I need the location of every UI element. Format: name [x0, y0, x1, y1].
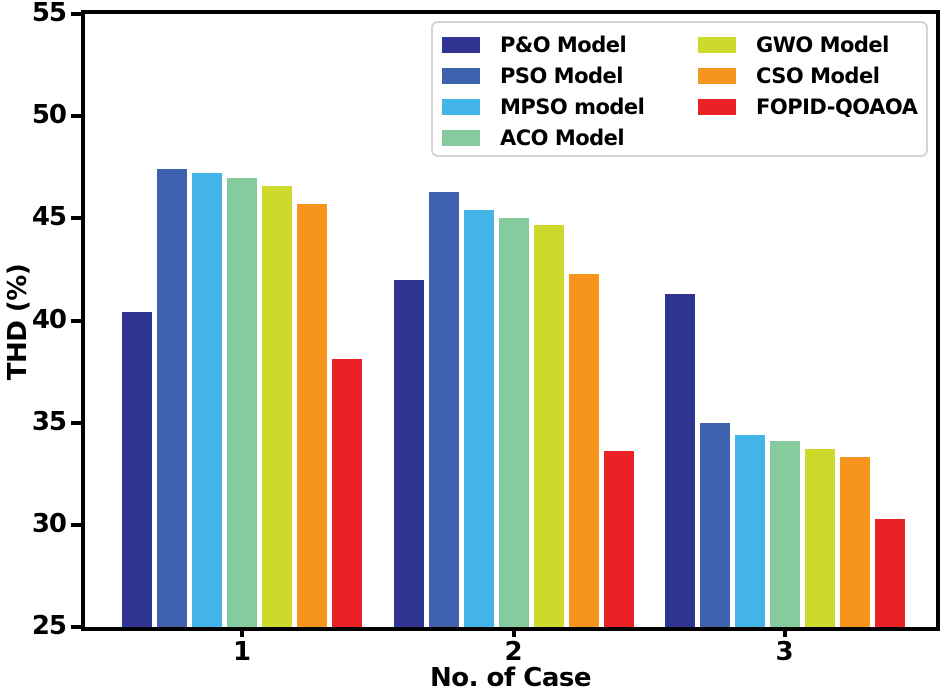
legend-swatch-gwo-model: [698, 36, 736, 53]
legend-swatch-fopid-qoaoa: [698, 98, 736, 115]
legend-label-fopid-qoaoa: FOPID-QOAOA: [756, 94, 918, 119]
legend-swatch-cso-model: [698, 67, 736, 84]
bar-pso-model-case-1: [157, 169, 187, 627]
legend-label-p-o-model: P&O Model: [500, 32, 627, 57]
legend-swatch-mpso-model: [442, 98, 480, 115]
bar-pso-model-case-3: [699, 422, 730, 627]
x-tick-mark-3: [782, 627, 787, 637]
legend-column-1: P&O Model PSO Model MPSO model ACO Model: [442, 29, 698, 155]
y-tick-mark-40: [71, 318, 81, 323]
y-tick-mark-35: [71, 420, 81, 425]
legend-label-cso-model: CSO Model: [756, 63, 880, 88]
bar-cso-model-case-1: [297, 204, 327, 627]
bar-mpso-model-case-2: [463, 210, 494, 627]
legend-label-pso-model: PSO Model: [500, 63, 623, 88]
bar-p-o-model-case-1: [122, 312, 152, 627]
bar-pso-model-case-2: [428, 191, 459, 627]
y-tick-label-25: 25: [31, 611, 67, 641]
legend: P&O Model PSO Model MPSO model ACO Model GW…: [431, 21, 928, 157]
x-tick-mark-1: [240, 627, 244, 637]
y-tick-mark-25: [71, 625, 81, 629]
legend-item-fopid-qoaoa: FOPID-QOAOA: [698, 91, 918, 122]
bar-mpso-model-case-3: [734, 434, 765, 627]
bar-cso-model-case-2: [568, 273, 599, 627]
bar-aco-model-case-3: [769, 441, 800, 627]
y-tick-label-35: 35: [31, 406, 67, 437]
legend-item-aco-model: ACO Model: [442, 122, 698, 153]
x-axis-label: No. of Case: [429, 663, 592, 693]
bar-gwo-model-case-3: [804, 449, 835, 627]
x-tick-label-3: 3: [775, 637, 794, 667]
legend-swatch-aco-model: [442, 129, 480, 146]
x-tick-label-1: 1: [232, 637, 252, 667]
legend-swatch-p-o-model: [442, 36, 480, 53]
legend-column-2: GWO Model CSO Model FOPID-QOAOA: [698, 29, 918, 155]
y-tick-mark-30: [71, 522, 81, 527]
bar-gwo-model-case-1: [262, 185, 292, 627]
y-tick-mark-50: [71, 114, 81, 119]
legend-item-cso-model: CSO Model: [698, 60, 917, 91]
y-tick-label-55: 55: [31, 0, 67, 28]
y-tick-label-50: 50: [31, 100, 67, 131]
bar-mpso-model-case-1: [192, 173, 222, 627]
legend-swatch-pso-model: [442, 67, 480, 84]
legend-item-mpso-model: MPSO model: [442, 91, 698, 122]
bar-gwo-model-case-2: [533, 224, 564, 627]
bar-fopid-qoaoa-case-2: [603, 451, 634, 627]
legend-label-aco-model: ACO Model: [500, 125, 625, 150]
legend-item-gwo-model: GWO Model: [698, 29, 917, 60]
bar-aco-model-case-2: [498, 218, 529, 627]
bar-aco-model-case-1: [227, 177, 257, 627]
x-tick-mark-2: [511, 627, 516, 637]
y-tick-label-45: 45: [31, 202, 67, 233]
x-tick-label-2: 2: [504, 637, 523, 667]
bar-cso-model-case-3: [839, 457, 870, 627]
legend-label-gwo-model: GWO Model: [756, 32, 889, 57]
y-tick-label-30: 30: [31, 508, 67, 539]
legend-item-p-o-model: P&O Model: [442, 29, 698, 60]
bar-p-o-model-case-2: [393, 279, 424, 627]
bar-fopid-qoaoa-case-3: [874, 518, 905, 627]
legend-label-mpso-model: MPSO model: [500, 94, 645, 119]
y-tick-mark-55: [71, 12, 81, 16]
y-tick-label-40: 40: [31, 304, 67, 335]
y-tick-mark-45: [71, 216, 81, 221]
bar-fopid-qoaoa-case-1: [332, 359, 362, 627]
legend-item-pso-model: PSO Model: [442, 60, 698, 91]
bar-p-o-model-case-3: [664, 293, 695, 627]
